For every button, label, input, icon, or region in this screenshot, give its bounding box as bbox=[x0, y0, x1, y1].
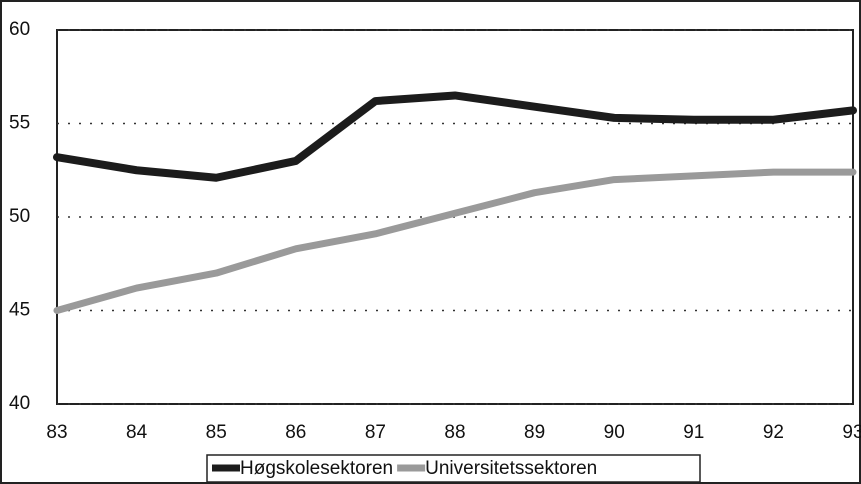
x-tick-label: 88 bbox=[444, 422, 465, 443]
legend-frame bbox=[206, 454, 701, 483]
y-tick-label: 40 bbox=[9, 393, 30, 414]
y-tick-label: 45 bbox=[9, 300, 30, 321]
x-tick-label: 89 bbox=[524, 422, 545, 443]
x-tick-label: 84 bbox=[126, 422, 148, 443]
x-tick-label: 85 bbox=[206, 422, 227, 443]
y-tick-label: 50 bbox=[9, 206, 30, 227]
legend-label: Høgskolesektoren bbox=[240, 458, 393, 479]
x-tick-label: 93 bbox=[842, 422, 861, 443]
x-tick-label: 90 bbox=[604, 422, 625, 443]
x-tick-label: 83 bbox=[46, 422, 67, 443]
y-tick-label: 60 bbox=[9, 19, 30, 40]
x-tick-label: 87 bbox=[365, 422, 386, 443]
x-tick-label: 86 bbox=[285, 422, 306, 443]
legend: Høgskolesektoren Universitetssektoren bbox=[206, 454, 701, 483]
legend-label: Universitetssektoren bbox=[425, 458, 597, 479]
x-tick-label: 92 bbox=[763, 422, 784, 443]
line-series bbox=[53, 91, 857, 182]
line-series bbox=[53, 168, 857, 314]
y-tick-label: 55 bbox=[9, 113, 30, 134]
x-tick-label: 91 bbox=[683, 422, 704, 443]
